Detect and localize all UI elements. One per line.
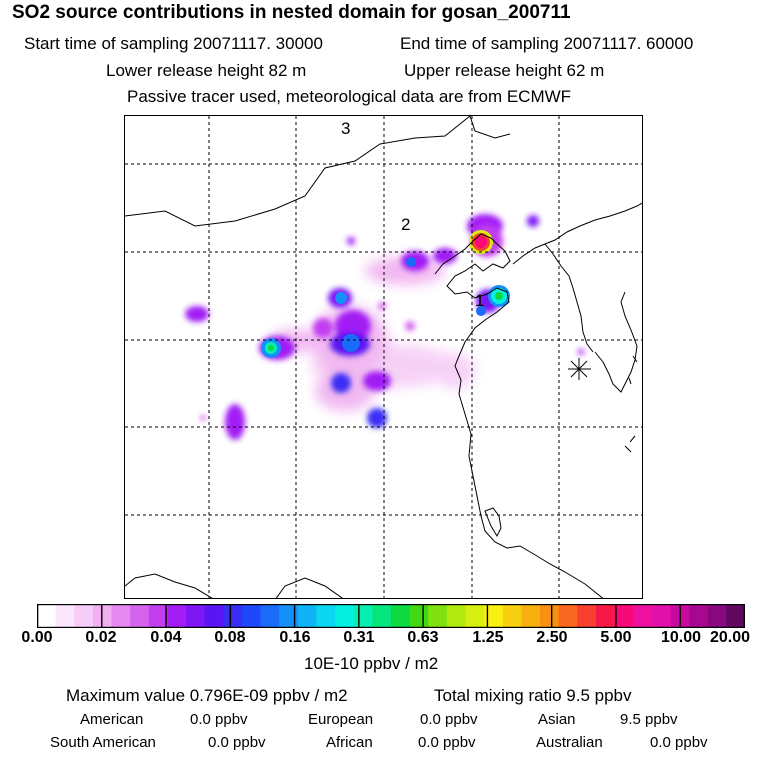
grid-lines (125, 116, 642, 598)
color-swatch (241, 604, 262, 628)
color-swatch (167, 604, 187, 628)
start-time-label: Start time of sampling 20071117. 30000 (24, 34, 323, 53)
color-swatch (484, 604, 504, 628)
color-swatch (540, 604, 560, 628)
color-swatch (353, 604, 373, 628)
color-swatch (651, 604, 671, 628)
color-swatch (707, 604, 727, 628)
color-swatch (148, 604, 168, 628)
south-american-label: South American (50, 734, 156, 751)
american-value: 0.0 ppbv (190, 711, 248, 728)
american-label: American (80, 711, 144, 728)
color-swatch (689, 604, 709, 628)
tick-label: 0.31 (343, 629, 375, 646)
color-bar-border (36, 603, 746, 629)
color-swatch (595, 604, 616, 628)
upper-release-label: Upper release height 62 m (404, 61, 605, 80)
color-bar-svg (36, 603, 746, 629)
map-label-2: 2 (401, 215, 410, 234)
tick-label: 10.00 (660, 629, 702, 646)
color-swatch (633, 604, 653, 628)
color-bar (36, 603, 746, 629)
color-swatch (130, 604, 150, 628)
color-swatch (409, 604, 429, 628)
tick-label: 0.08 (214, 629, 246, 646)
max-value-label: Maximum value 0.796E-09 ppbv / m2 (66, 686, 348, 705)
australian-value: 0.0 ppbv (650, 734, 708, 751)
color-swatch (55, 604, 75, 628)
color-swatch (111, 604, 131, 628)
tick-label: 5.00 (600, 629, 632, 646)
map-svg: 3 2 1 (125, 116, 642, 598)
color-swatch (335, 604, 355, 628)
color-swatch (391, 604, 411, 628)
color-swatch (558, 604, 578, 628)
color-swatch (614, 604, 634, 628)
receptor-marker (568, 358, 591, 380)
color-swatch (372, 604, 392, 628)
tick-label: 0.02 (85, 629, 117, 646)
color-swatch (279, 604, 299, 628)
map-label-3: 3 (341, 119, 350, 138)
south-american-value: 0.0 ppbv (208, 734, 266, 751)
coastlines (125, 116, 642, 598)
color-swatch (465, 604, 485, 628)
tick-label: 0.16 (279, 629, 311, 646)
color-swatch (577, 604, 597, 628)
african-value: 0.0 ppbv (418, 734, 476, 751)
color-swatch (446, 604, 467, 628)
color-swatch (186, 604, 206, 628)
asian-value: 9.5 ppbv (620, 711, 678, 728)
lower-release-label: Lower release height 82 m (106, 61, 307, 80)
color-swatch (297, 604, 317, 628)
color-swatch (521, 604, 541, 628)
tick-label: 0.63 (407, 629, 439, 646)
european-value: 0.0 ppbv (420, 711, 478, 728)
color-swatch (502, 604, 522, 628)
african-label: African (326, 734, 373, 751)
colorbar-unit: 10E-10 ppbv / m2 (304, 654, 439, 673)
tracer-label: Passive tracer used, meteorological data… (127, 87, 572, 106)
color-swatch (204, 604, 224, 628)
color-swatch (74, 604, 94, 628)
tick-label: 0.04 (150, 629, 182, 646)
tick-label: 1.25 (472, 629, 504, 646)
color-swatch (260, 604, 280, 628)
color-swatch (726, 604, 746, 628)
tick-label: 2.50 (536, 629, 568, 646)
map-label-1: 1 (475, 291, 484, 310)
european-label: European (308, 711, 374, 728)
end-time-label: End time of sampling 20071117. 60000 (400, 34, 694, 53)
color-swatch (223, 604, 243, 628)
total-mixing-label: Total mixing ratio 9.5 ppbv (434, 686, 632, 705)
color-swatch (37, 604, 57, 628)
asian-label: Asian (538, 711, 576, 728)
australian-label: Australian (536, 734, 603, 751)
color-swatch (428, 604, 448, 628)
chart-title: SO2 source contributions in nested domai… (12, 2, 571, 23)
map-plot: 3 2 1 (124, 115, 643, 599)
color-swatch (316, 604, 336, 628)
tick-label: 0.00 (21, 629, 53, 646)
tick-label: 20.00 (709, 629, 751, 646)
